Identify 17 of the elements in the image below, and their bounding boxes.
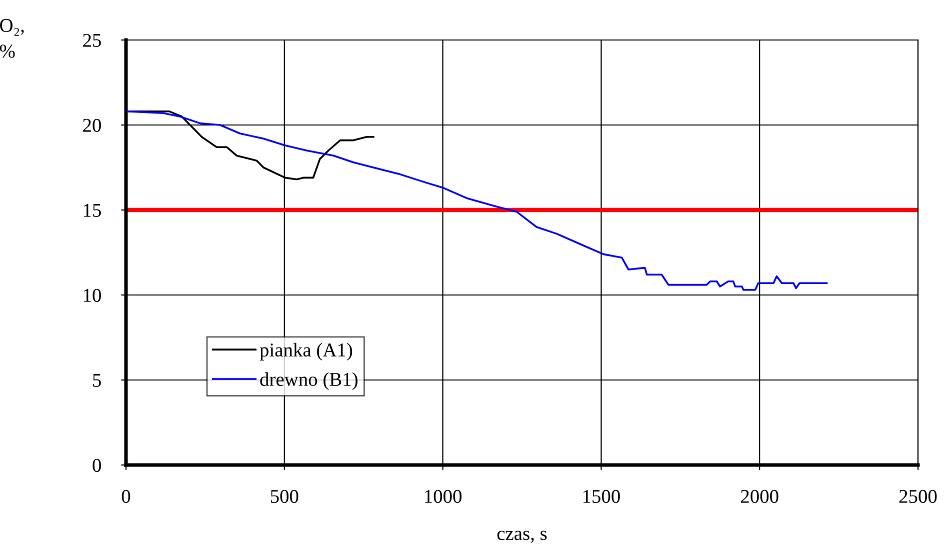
legend-label: drewno (B1) xyxy=(260,372,358,390)
x-axis-title: czas, s xyxy=(497,530,547,543)
y-tick-label: 0 xyxy=(92,458,101,472)
y-tick-label: 10 xyxy=(84,288,101,302)
x-tick-label: 1500 xyxy=(583,490,620,503)
y-tick-label: 25 xyxy=(83,34,101,47)
x-tick-label: 2000 xyxy=(741,490,778,503)
x-tick-label: 0 xyxy=(122,490,130,503)
x-tick-label: 2500 xyxy=(899,490,937,503)
y-axis-title: O₂, % xyxy=(0,18,24,58)
line-series xyxy=(126,110,828,291)
x-tick-label: 500 xyxy=(270,490,298,503)
y-tick-label: 15 xyxy=(84,204,101,217)
x-tick-label: 1000 xyxy=(425,490,462,503)
y-tick-label: 20 xyxy=(83,118,101,132)
y-tick-label: 5 xyxy=(93,374,101,387)
legend-label: pianka (A1) xyxy=(260,342,352,361)
